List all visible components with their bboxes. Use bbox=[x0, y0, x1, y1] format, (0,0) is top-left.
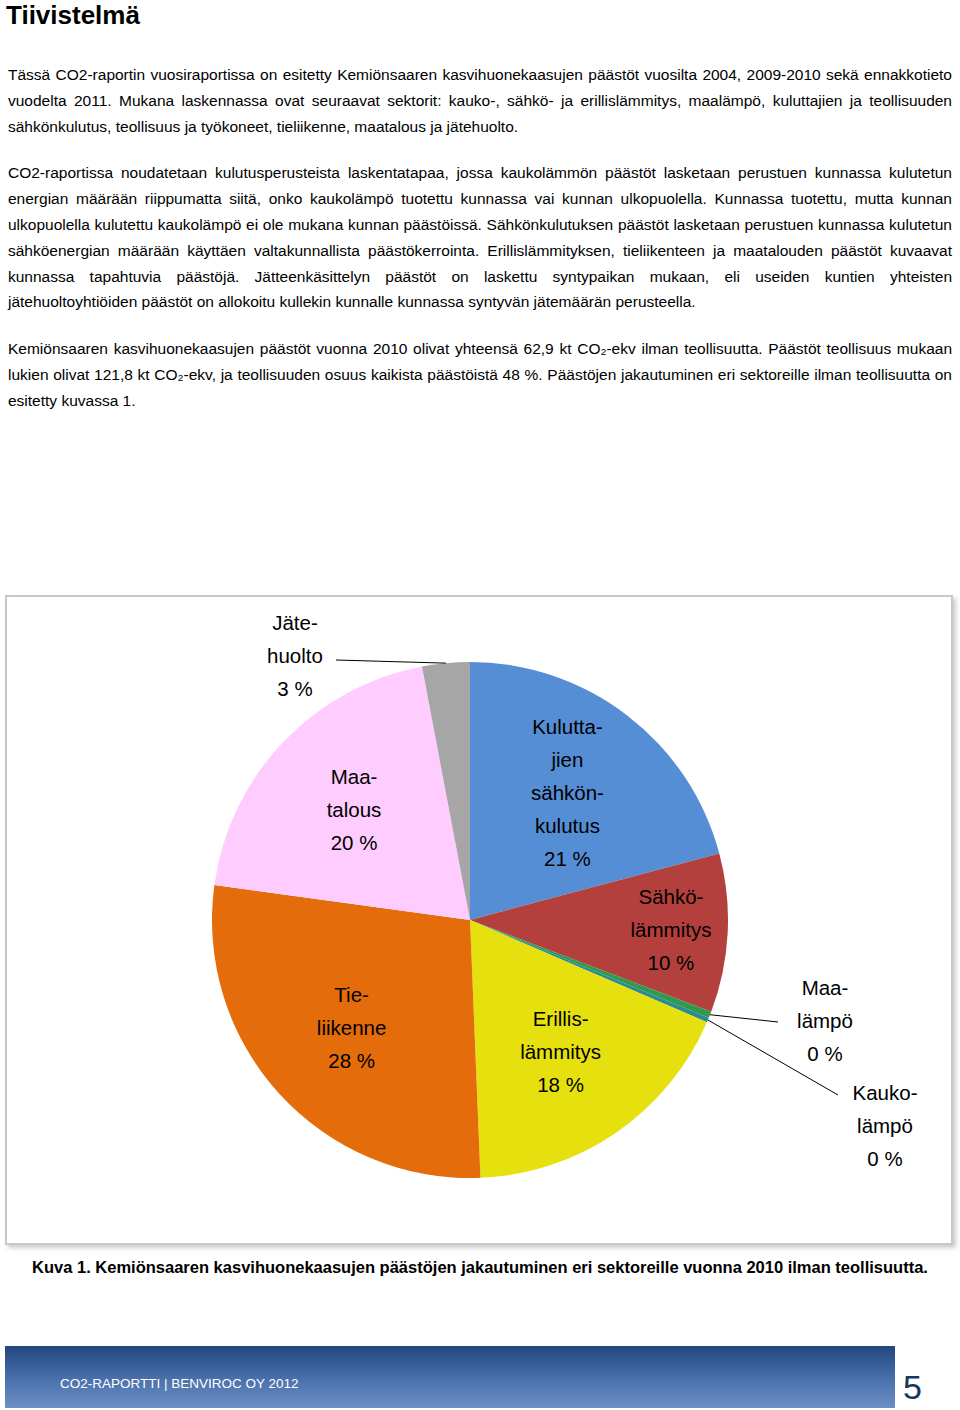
category-label-line: liikenne bbox=[317, 1016, 387, 1039]
category-label-line: Kauko- bbox=[853, 1081, 918, 1104]
category-label-line: Maa- bbox=[331, 765, 378, 788]
chart-frame bbox=[6, 596, 952, 1244]
value-label: 10 % bbox=[648, 951, 695, 974]
category-label: Erillis-lämmitys bbox=[520, 1007, 601, 1063]
slices bbox=[212, 662, 728, 1178]
leader-line bbox=[336, 660, 446, 663]
value-label: 0 % bbox=[807, 1042, 842, 1065]
value-label: 3 % bbox=[277, 677, 312, 700]
page-title: Tiivistelmä bbox=[6, 0, 140, 31]
paragraph: CO2-raportissa noudatetaan kulutusperust… bbox=[8, 160, 952, 315]
leader-line bbox=[710, 1015, 778, 1022]
data-labels: Kulutta-jien sähkön-kulutus 21 % Sähkö-lämm… bbox=[267, 611, 917, 1170]
category-label-line: kulutus bbox=[535, 814, 600, 837]
pie-slice bbox=[422, 662, 470, 920]
category-label-line: lämpö bbox=[797, 1009, 853, 1032]
chart-svg: Kulutta-jien sähkön-kulutus 21 % Sähkö-lämm… bbox=[0, 0, 960, 1410]
footer-text: CO2-RAPORTTI | BENVIROC OY 2012 bbox=[60, 1376, 299, 1391]
category-label-line: Tie- bbox=[334, 983, 369, 1006]
category-label-line: Jäte- bbox=[272, 611, 318, 634]
category-label: Kulutta-jien sähkön-kulutus bbox=[531, 715, 604, 837]
footer-bar: CO2-RAPORTTI | BENVIROC OY 2012 bbox=[5, 1346, 895, 1408]
value-label: 20 % bbox=[331, 831, 378, 854]
category-label-line: sähkön- bbox=[531, 781, 604, 804]
caption: Kuva 1. Kemiönsaaren kasvihuonekaasujen … bbox=[20, 1254, 940, 1280]
category-label: Sähkö-lämmitys bbox=[631, 885, 712, 941]
value-label: 28 % bbox=[328, 1049, 375, 1072]
page-number: 5 bbox=[903, 1368, 922, 1407]
value-label: 0 % bbox=[867, 1147, 902, 1170]
category-label-line: jien bbox=[550, 748, 583, 771]
paragraph: Tässä CO2-raportin vuosiraportissa on es… bbox=[8, 62, 952, 139]
category-label-line: Kulutta- bbox=[532, 715, 603, 738]
category-label-line: lämmitys bbox=[520, 1040, 601, 1063]
category-label: Tie-liikenne bbox=[317, 983, 387, 1039]
pie-slice bbox=[470, 920, 707, 1178]
body-text: Tässä CO2-raportin vuosiraportissa on es… bbox=[8, 62, 952, 435]
value-label: 21 % bbox=[544, 847, 591, 870]
category-label: Kauko-lämpö bbox=[853, 1081, 918, 1137]
category-label-line: lämmitys bbox=[631, 918, 712, 941]
value-label: 18 % bbox=[537, 1073, 584, 1096]
leader-line bbox=[708, 1020, 838, 1095]
category-label-line: huolto bbox=[267, 644, 323, 667]
category-label-line: Erillis- bbox=[533, 1007, 589, 1030]
category-label: Maa-talous bbox=[327, 765, 382, 821]
category-label-line: talous bbox=[327, 798, 382, 821]
category-label-line: Sähkö- bbox=[638, 885, 703, 908]
category-label-line: lämpö bbox=[857, 1114, 913, 1137]
paragraph: Kemiönsaaren kasvihuonekaasujen päästöt … bbox=[8, 336, 952, 413]
category-label: Maa-lämpö bbox=[797, 976, 853, 1032]
pie bbox=[212, 662, 728, 1178]
category-label-line: Maa- bbox=[802, 976, 849, 999]
pie-slice bbox=[212, 885, 480, 1178]
category-label: Jäte-huolto bbox=[267, 611, 323, 667]
